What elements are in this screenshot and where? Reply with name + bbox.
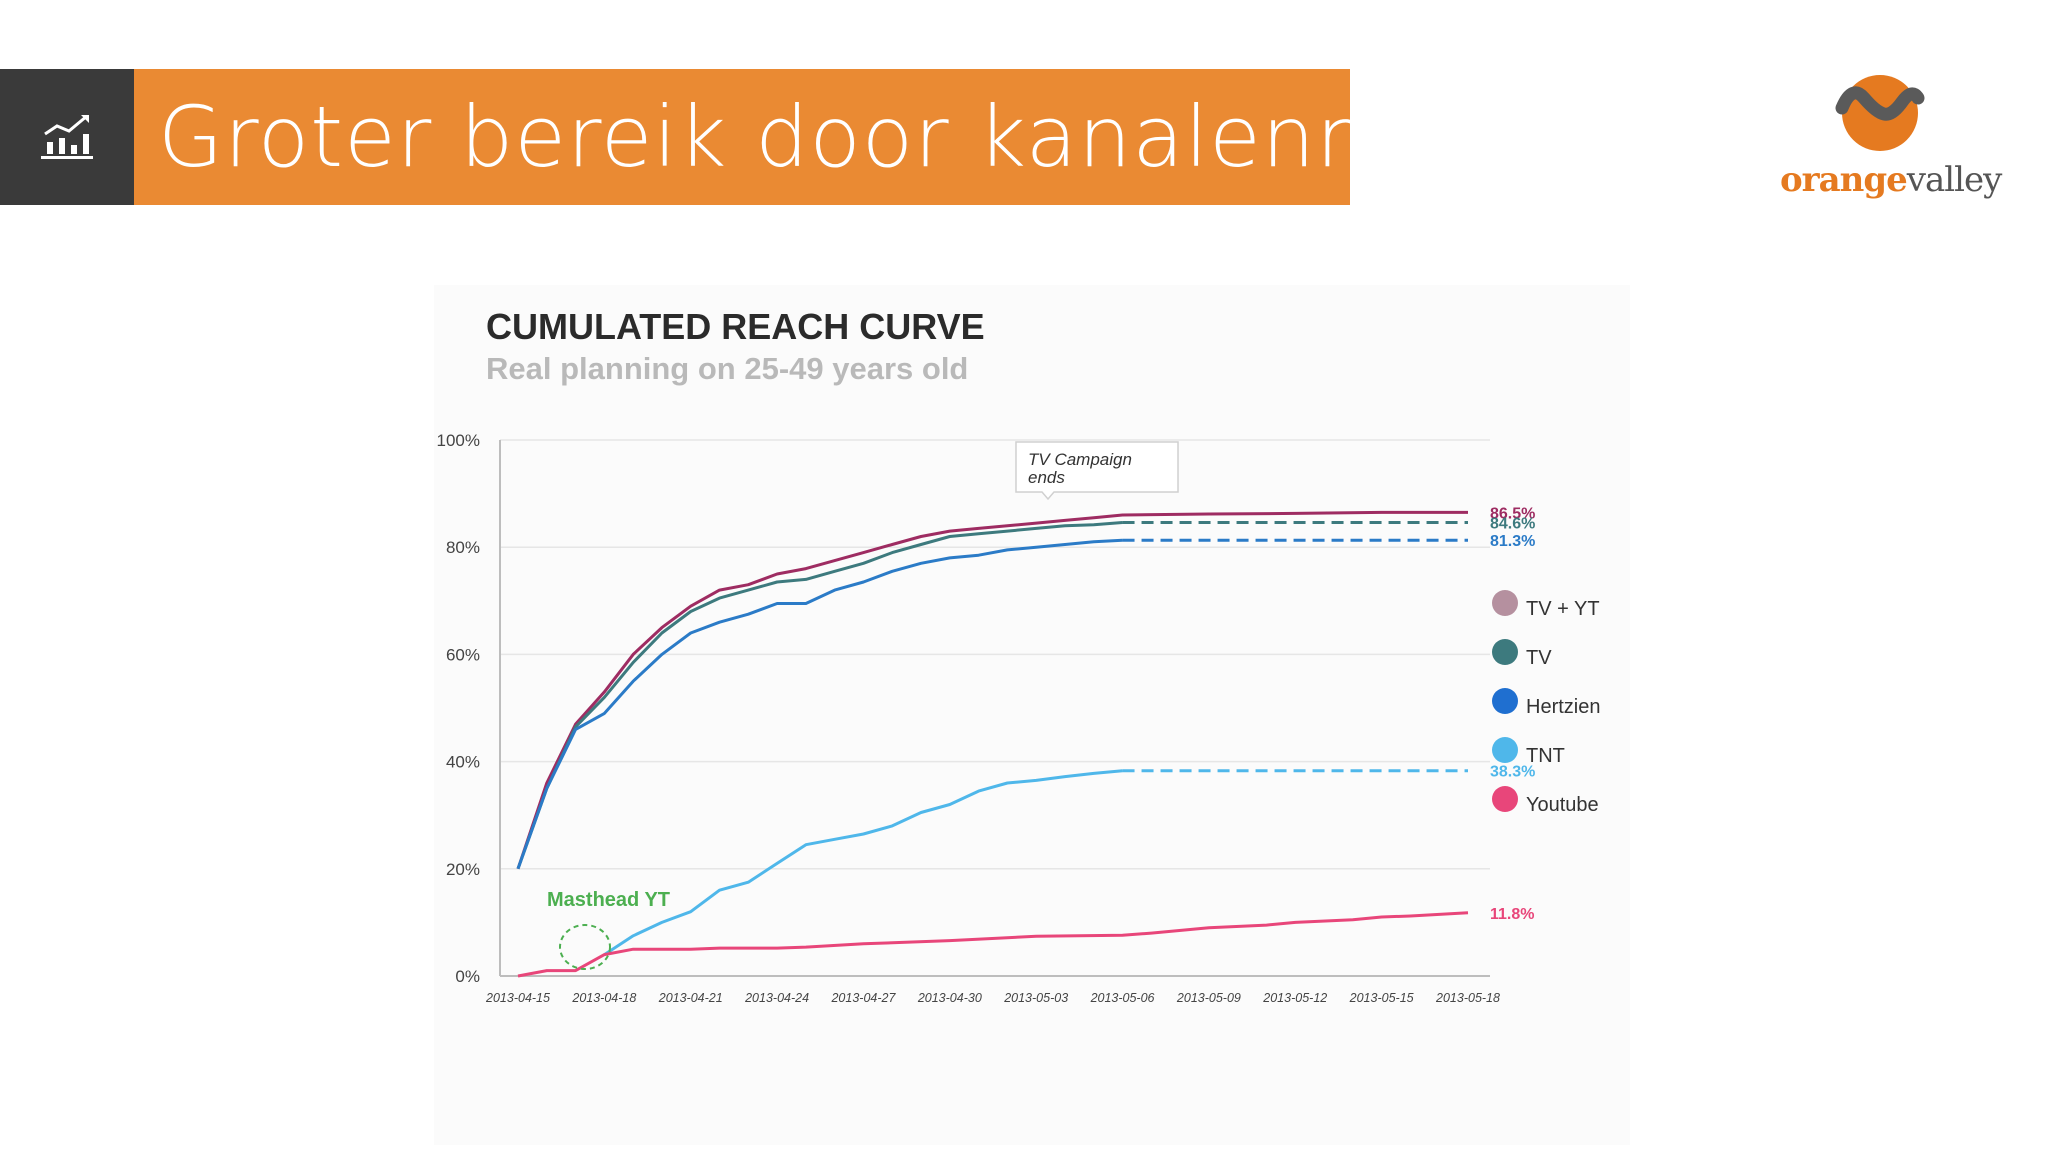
annotation-text-line1: TV Campaign [1028,450,1132,469]
legend-label: TNT [1526,745,1565,767]
end-labels: 86.5%84.6%81.3% 38.3% 11.8% [1490,505,1535,922]
legend-swatch [1492,737,1518,763]
logo-wordmark: orangevalley [1780,160,2002,200]
x-tick-label: 2013-05-09 [1176,991,1241,1005]
y-tick-label: 60% [446,645,480,664]
legend-swatch [1492,688,1518,714]
series-end-label: 84.6% [1490,516,1535,533]
series-line [516,521,1123,870]
x-tick-label: 2013-05-18 [1435,991,1500,1005]
legend-swatch [1492,590,1518,616]
y-tick-label: 40% [446,753,480,772]
reach-chart: CUMULATED REACH CURVE Real planning on 2… [437,306,1601,1005]
bar-chart-trend-icon [41,114,93,159]
series-layer [516,510,1469,978]
annotation-text-line2: ends [1028,468,1065,487]
series-end-label: 38.3% [1490,764,1535,781]
legend: TV + YT TV Hertzien TNT Youtube [1492,590,1600,816]
legend-label: Hertzien [1526,696,1600,718]
series-end-label: 86.5% [1490,505,1535,522]
series-line [517,911,1469,978]
x-tick-label: 2013-05-06 [1090,991,1155,1005]
company-logo: orangevalley [1780,68,2002,208]
legend-swatch [1492,786,1518,812]
x-tick-label: 2013-05-03 [1003,991,1068,1005]
x-tick-label: 2013-04-21 [658,991,723,1005]
legend-label: Youtube [1526,794,1599,816]
y-tick-label: 0% [455,967,480,986]
series-end-label: 81.3% [1490,533,1535,550]
legend-label: TV [1526,647,1552,669]
series-line [603,769,1123,956]
series-end-label: 11.8% [1490,906,1534,923]
chart-card: CUMULATED REACH CURVE Real planning on 2… [434,285,1630,1145]
y-tick-label: 100% [437,431,480,450]
x-tick-label: 2013-04-27 [830,991,896,1005]
title-bar: Groter bereik door kanalenmix [134,69,1473,205]
x-tick-label: 2013-05-15 [1349,991,1414,1005]
grid: 0% 20% 40% 60% 80% 100% 2013-04-15 2013-04-18 20… [437,431,1500,1005]
annotation-layer: TV Campaign ends [1015,441,1179,501]
x-tick-label: 2013-05-12 [1262,991,1327,1005]
x-tick-label: 2013-04-18 [571,991,636,1005]
x-tick-label: 2013-04-30 [917,991,982,1005]
y-tick-label: 20% [446,860,480,879]
x-tick-label: 2013-04-24 [744,991,809,1005]
page-title: Groter bereik door kanalenmix [158,88,1474,186]
series-line [516,538,1123,870]
orange-circle-wave-icon [1835,75,1925,151]
annotation-callout [1015,441,1179,501]
chart-title: CUMULATED REACH CURVE [486,306,985,347]
legend-swatch [1492,639,1518,665]
legend-label: TV + YT [1526,598,1600,620]
series-line [516,510,1468,870]
masthead-label: Masthead YT [547,889,670,911]
x-tick-label: 2013-04-15 [485,991,550,1005]
chart-subtitle: Real planning on 25-49 years old [486,351,968,386]
masthead-circle [559,924,611,970]
y-tick-label: 80% [446,538,480,557]
header-icon-box [0,69,134,205]
